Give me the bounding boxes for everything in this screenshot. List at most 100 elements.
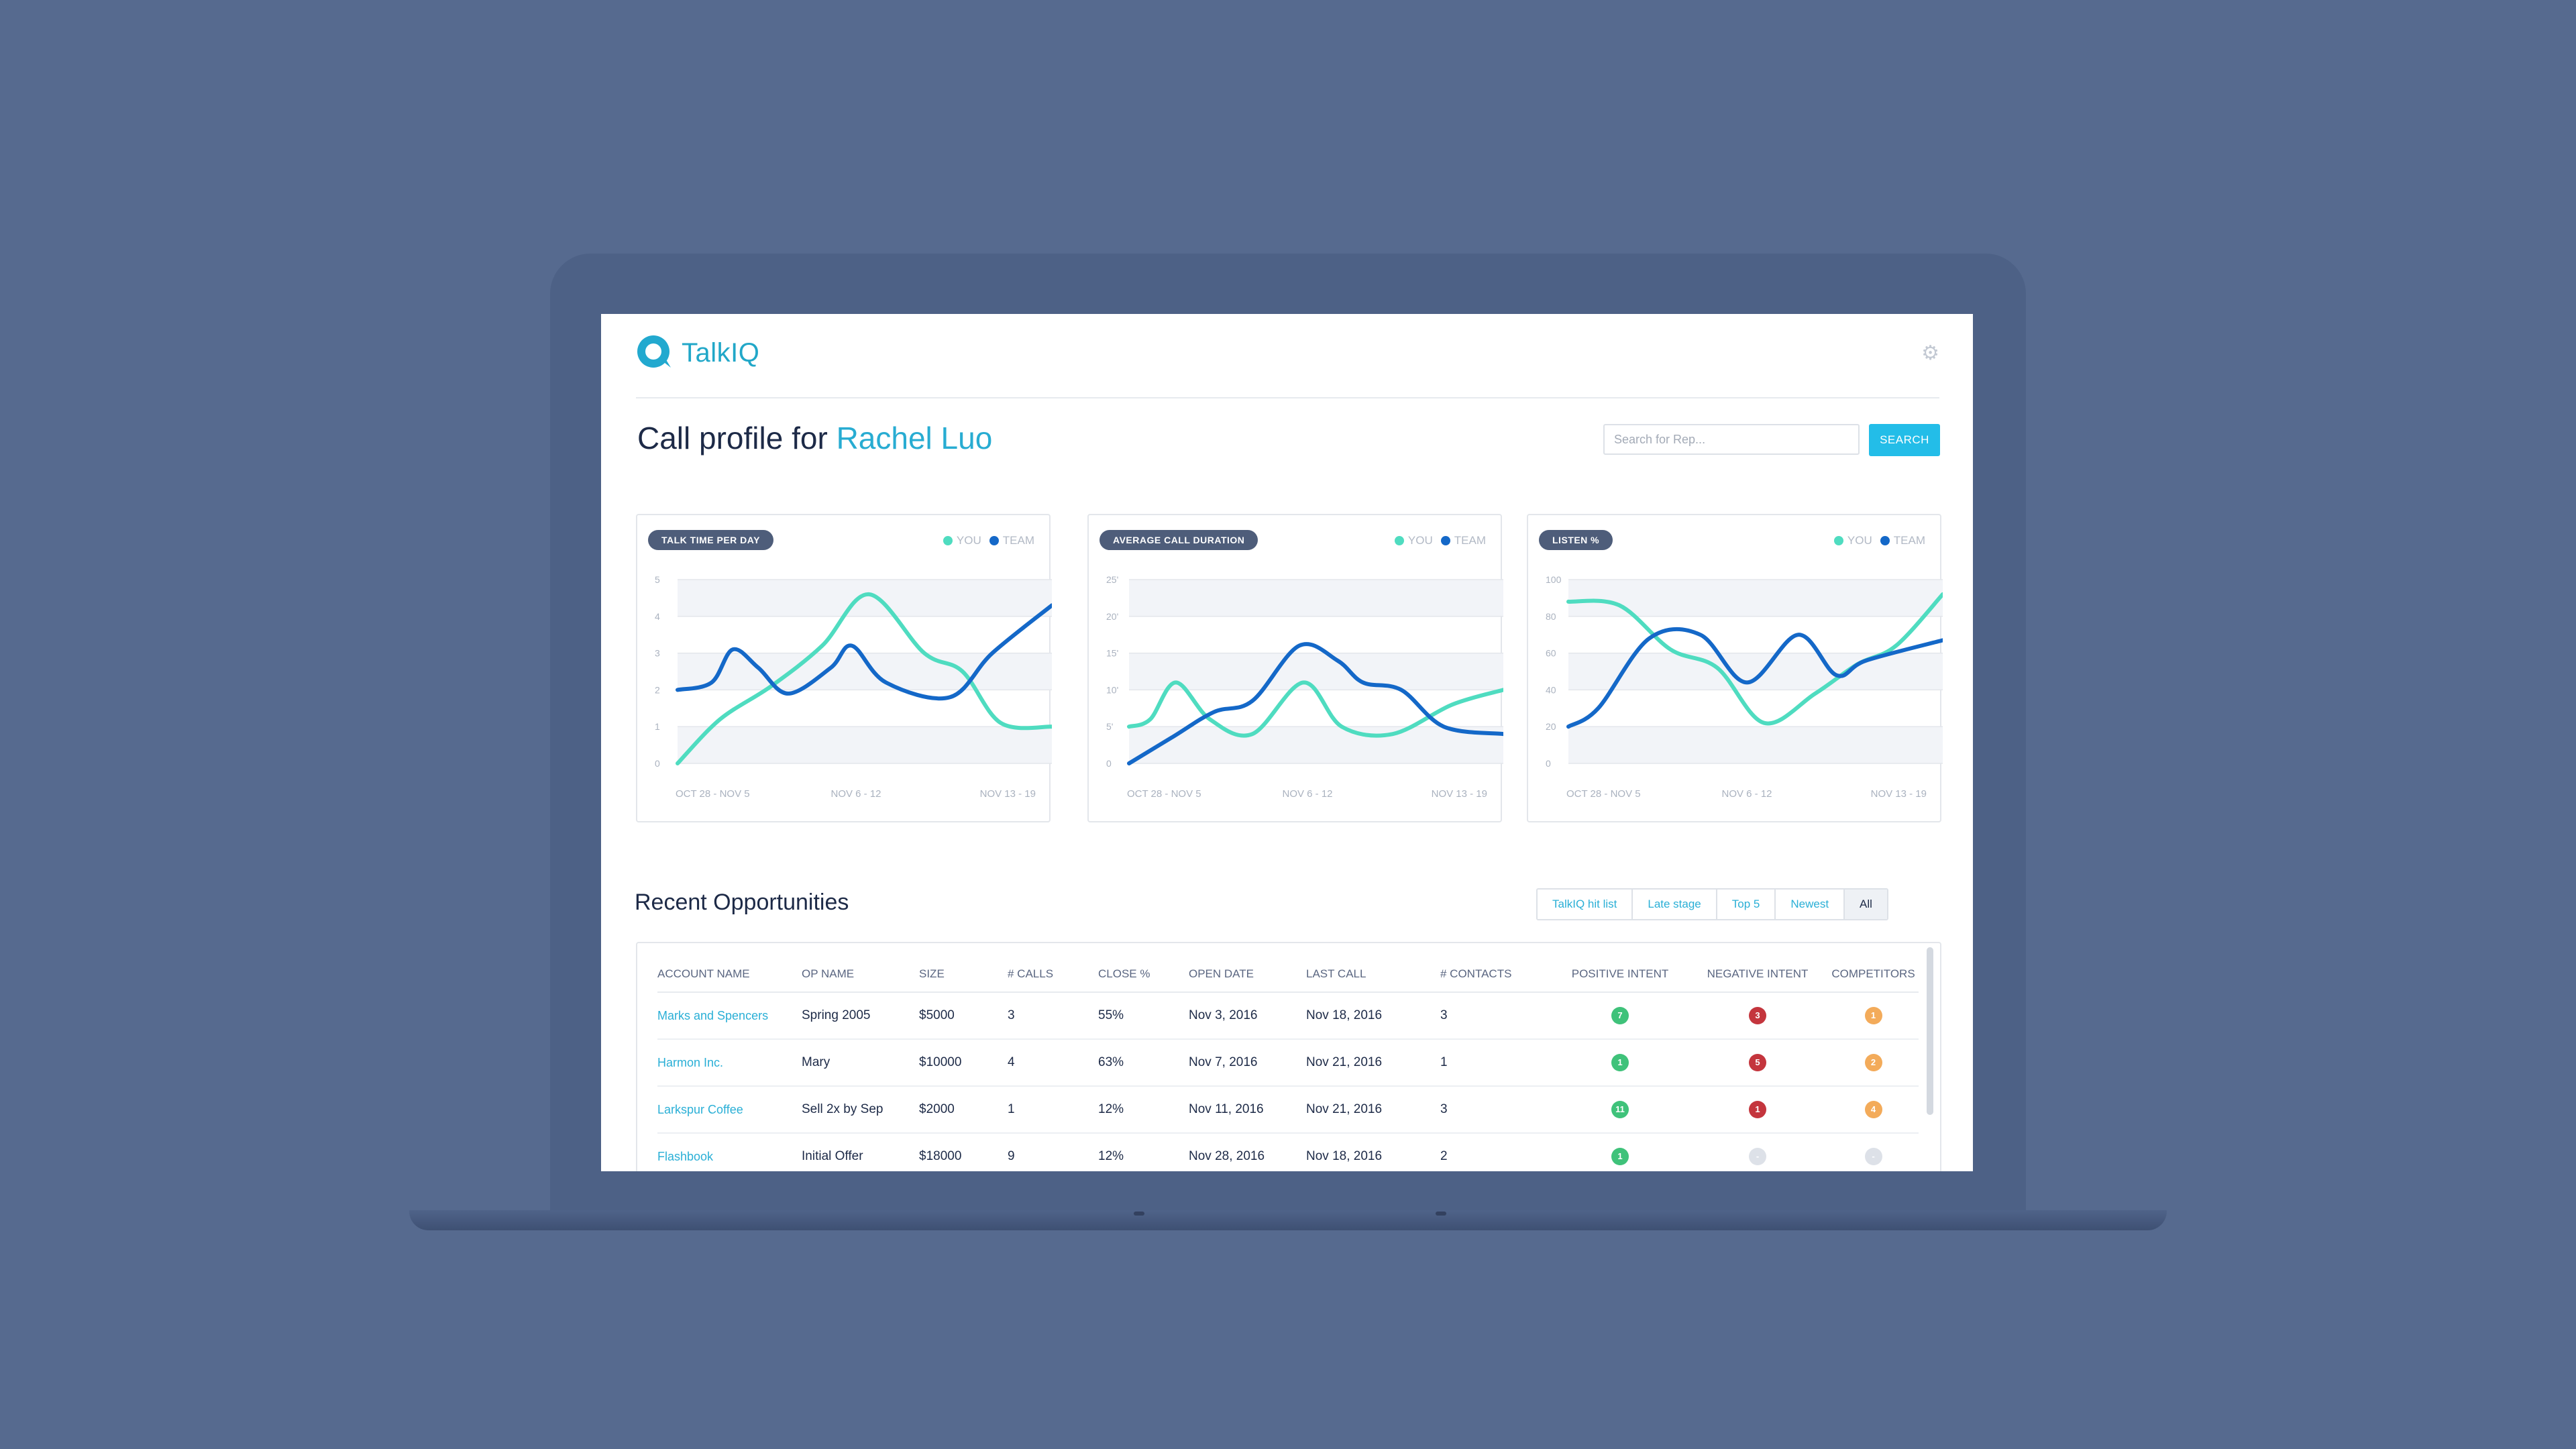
close-cell: 12% bbox=[1098, 1133, 1189, 1171]
legend-you-label: YOU bbox=[956, 534, 981, 547]
talkiq-logo-icon bbox=[636, 334, 674, 372]
y-tick-label: 5 bbox=[655, 574, 660, 585]
negative-intent-badge[interactable]: 1 bbox=[1749, 1101, 1766, 1118]
gear-icon[interactable]: ⚙ bbox=[1921, 342, 1939, 364]
legend-you-label: YOU bbox=[1847, 534, 1872, 547]
grid-band bbox=[1568, 727, 1943, 763]
column-header[interactable]: # CONTACTS bbox=[1440, 957, 1553, 993]
calls-cell: 3 bbox=[1008, 992, 1098, 1040]
account-link[interactable]: Marks and Spencers bbox=[657, 992, 802, 1040]
calls-cell: 1 bbox=[1008, 1086, 1098, 1134]
competitors-badge[interactable]: 4 bbox=[1864, 1101, 1882, 1118]
op-name-cell: Spring 2005 bbox=[802, 992, 919, 1040]
series-line-team bbox=[676, 603, 1052, 701]
competitors-badge[interactable]: 1 bbox=[1864, 1007, 1882, 1024]
y-tick-label: 2 bbox=[655, 684, 660, 695]
y-tick-label: 0 bbox=[1546, 758, 1551, 769]
filter-newest[interactable]: Newest bbox=[1776, 890, 1845, 919]
negative-intent-badge[interactable]: - bbox=[1749, 1148, 1766, 1165]
grid-band bbox=[1129, 580, 1503, 616]
filter-button-group: TalkIQ hit list Late stage Top 5 Newest … bbox=[1536, 888, 1888, 920]
page-title: Call profile for Rachel Luo bbox=[637, 420, 992, 456]
laptop-base bbox=[409, 1210, 2167, 1230]
series-line-you bbox=[1127, 680, 1503, 738]
filter-late-stage[interactable]: Late stage bbox=[1633, 890, 1717, 919]
series-line-you bbox=[1566, 592, 1943, 726]
positive-intent-badge[interactable]: 1 bbox=[1611, 1148, 1629, 1165]
table-row[interactable]: Marks and Spencers Spring 2005 $5000 3 5… bbox=[657, 992, 1919, 1040]
y-tick-label: 15' bbox=[1106, 648, 1118, 659]
x-tick-label: NOV 13 - 19 bbox=[980, 788, 1036, 800]
series-line-team bbox=[1127, 642, 1503, 765]
column-header[interactable]: POSITIVE INTENT bbox=[1553, 957, 1687, 993]
y-tick-label: 0 bbox=[1106, 758, 1112, 769]
rep-name: Rachel Luo bbox=[836, 421, 993, 455]
logo[interactable]: TalkIQ bbox=[636, 334, 759, 372]
grid-band bbox=[678, 727, 1052, 763]
filter-talkiq-hit-list[interactable]: TalkIQ hit list bbox=[1538, 890, 1633, 919]
column-header[interactable]: ACCOUNT NAME bbox=[657, 957, 802, 993]
column-header[interactable]: SIZE bbox=[919, 957, 1008, 993]
negative-intent-badge[interactable]: 5 bbox=[1749, 1054, 1766, 1071]
open-date-cell: Nov 7, 2016 bbox=[1189, 1039, 1306, 1087]
last-call-cell: Nov 18, 2016 bbox=[1306, 1133, 1440, 1171]
column-header[interactable]: OP NAME bbox=[802, 957, 919, 993]
contacts-cell: 3 bbox=[1440, 992, 1553, 1040]
account-link[interactable]: Harmon Inc. bbox=[657, 1039, 802, 1087]
chart-title: LISTEN % bbox=[1539, 530, 1613, 550]
legend-team-dot bbox=[1440, 536, 1450, 545]
legend-you-label: YOU bbox=[1407, 534, 1433, 547]
y-tick-label: 4 bbox=[655, 611, 660, 622]
top-bar: TalkIQ ⚙ bbox=[636, 314, 1939, 398]
filter-top-5[interactable]: Top 5 bbox=[1717, 890, 1776, 919]
legend-team-label: TEAM bbox=[1002, 534, 1034, 547]
positive-intent-badge[interactable]: 7 bbox=[1611, 1007, 1629, 1024]
table-row[interactable]: Flashbook Initial Offer $18000 9 12% Nov… bbox=[657, 1133, 1919, 1171]
page-title-prefix: Call profile for bbox=[637, 421, 828, 455]
positive-intent-badge[interactable]: 11 bbox=[1611, 1101, 1629, 1118]
size-cell: $5000 bbox=[919, 992, 1008, 1040]
column-header[interactable]: OPEN DATE bbox=[1189, 957, 1306, 993]
size-cell: $2000 bbox=[919, 1086, 1008, 1134]
column-header[interactable]: LAST CALL bbox=[1306, 957, 1440, 993]
close-cell: 63% bbox=[1098, 1039, 1189, 1087]
series-line-you bbox=[676, 592, 1052, 765]
y-tick-label: 10' bbox=[1106, 684, 1118, 695]
grid-band bbox=[1568, 580, 1943, 616]
column-header[interactable]: NEGATIVE INTENT bbox=[1687, 957, 1828, 993]
op-name-cell: Mary bbox=[802, 1039, 919, 1087]
chart-legend: YOU TEAM bbox=[943, 534, 1034, 547]
y-tick-label: 5' bbox=[1106, 721, 1113, 732]
chart-card-listen: 0 20 40 60 80 100 OCT 28 - NOV 5 NOV 6 - 12 NOV … bbox=[1527, 514, 1943, 822]
competitors-badge[interactable]: 2 bbox=[1864, 1054, 1882, 1071]
column-header[interactable]: CLOSE % bbox=[1098, 957, 1189, 993]
last-call-cell: Nov 18, 2016 bbox=[1306, 992, 1440, 1040]
account-link[interactable]: Flashbook bbox=[657, 1133, 802, 1171]
opportunities-table: ACCOUNT NAME OP NAME SIZE # CALLS CLOSE … bbox=[636, 942, 1941, 1171]
grid-band bbox=[1129, 653, 1503, 690]
column-header[interactable]: COMPETITORS bbox=[1828, 957, 1919, 993]
close-cell: 12% bbox=[1098, 1086, 1189, 1134]
search-button[interactable]: SEARCH bbox=[1869, 424, 1940, 456]
positive-intent-badge[interactable]: 1 bbox=[1611, 1054, 1629, 1071]
chart-call-duration: 0 5' 10' 15' 20' 25' OCT 28 - NOV 5 NOV 6 - 12 N… bbox=[1106, 574, 1503, 800]
y-tick-label: 80 bbox=[1546, 611, 1556, 622]
open-date-cell: Nov 28, 2016 bbox=[1189, 1133, 1306, 1171]
column-header[interactable]: # CALLS bbox=[1008, 957, 1098, 993]
x-tick-label: NOV 6 - 12 bbox=[1721, 788, 1772, 800]
negative-intent-badge[interactable]: 3 bbox=[1749, 1007, 1766, 1024]
open-date-cell: Nov 3, 2016 bbox=[1189, 992, 1306, 1040]
table-row[interactable]: Harmon Inc. Mary $10000 4 63% Nov 7, 201… bbox=[657, 1039, 1919, 1087]
chart-title: TALK TIME PER DAY bbox=[648, 530, 773, 550]
legend-team-dot bbox=[1880, 536, 1890, 545]
filter-all[interactable]: All bbox=[1845, 890, 1887, 919]
competitors-badge[interactable]: - bbox=[1864, 1148, 1882, 1165]
account-link[interactable]: Larkspur Coffee bbox=[657, 1086, 802, 1134]
search-input[interactable] bbox=[1603, 424, 1860, 455]
size-cell: $10000 bbox=[919, 1039, 1008, 1087]
x-tick-label: OCT 28 - NOV 5 bbox=[1566, 788, 1641, 800]
grid-band bbox=[1129, 727, 1503, 763]
scrollbar-thumb[interactable] bbox=[1927, 947, 1933, 1115]
table-row[interactable]: Larkspur Coffee Sell 2x by Sep $2000 1 1… bbox=[657, 1086, 1919, 1134]
laptop-hinge bbox=[1134, 1212, 1144, 1216]
